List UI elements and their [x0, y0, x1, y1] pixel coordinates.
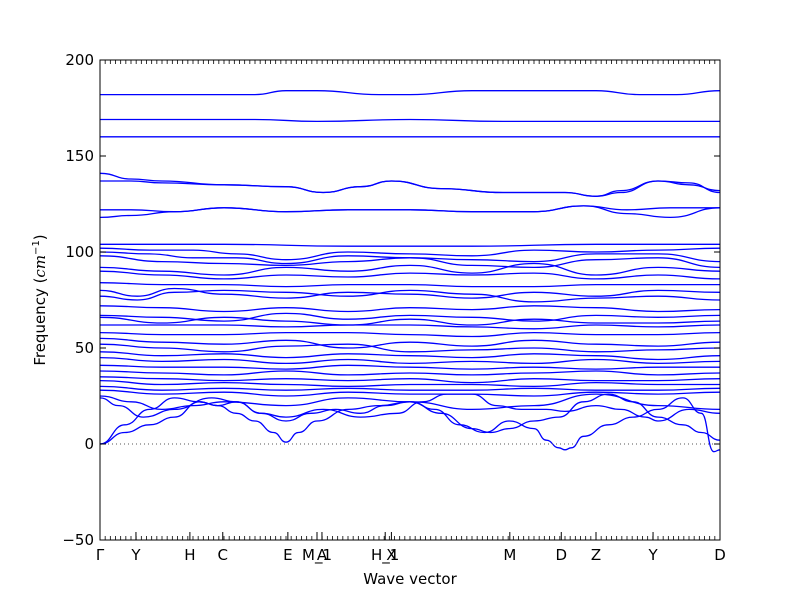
- band-line-19: [99, 316, 721, 326]
- y-axis-label: Frequency (cm−1): [31, 234, 49, 365]
- band-line-22: [99, 337, 721, 349]
- band-line-33: [99, 393, 721, 422]
- y-tick-label: 100: [65, 243, 94, 261]
- x-tick-label: Z: [591, 546, 601, 564]
- plot-area: [100, 60, 720, 540]
- x-tick-label: D: [555, 546, 567, 564]
- band-line-32: [99, 393, 721, 411]
- y-tick-label: −50: [62, 531, 94, 549]
- band-line-27: [99, 370, 721, 376]
- x-tick-label: Γ: [96, 546, 105, 564]
- plot-frame: [99, 59, 721, 541]
- x-axis-ticks: Γ Y H C E M_1A H_1X M D Z Y D: [96, 60, 726, 565]
- x-tick-label: X: [386, 546, 396, 564]
- x-tick-label: A: [317, 546, 328, 564]
- x-tick-label: C: [218, 546, 228, 564]
- y-tick-label: 200: [65, 51, 94, 69]
- band-line-12: [99, 262, 721, 276]
- y-tick-label: 50: [75, 339, 94, 357]
- band-line-23: [99, 343, 721, 353]
- x-axis-label: Wave vector: [363, 570, 457, 588]
- y-axis-label-close: ): [31, 234, 49, 240]
- x-tick-label: M_1: [302, 546, 332, 565]
- band-line-15: [99, 287, 721, 299]
- band-line-29: [99, 379, 720, 388]
- y-axis-label-unit: cm: [31, 255, 49, 278]
- band-line-5: [99, 180, 721, 197]
- band-line-24: [99, 351, 721, 361]
- y-tick-label: 150: [65, 147, 94, 165]
- x-tick-label: E: [283, 546, 292, 564]
- band-line-14: [99, 282, 720, 288]
- band-line-20: [99, 324, 721, 330]
- x-tick-label: D: [714, 546, 726, 564]
- band-line-17: [99, 305, 721, 313]
- band-line-30: [99, 385, 721, 391]
- band-line-7: [99, 205, 721, 219]
- band-line-25: [99, 356, 721, 365]
- band-line-11: [99, 255, 721, 269]
- band-line-18: [99, 312, 721, 322]
- bands-layer: [99, 90, 721, 453]
- band-line-31: [99, 389, 721, 397]
- band-line-8: [100, 243, 720, 247]
- band-line-21: [99, 331, 721, 338]
- band-line-26: [99, 364, 720, 370]
- band-line-2: [100, 118, 720, 123]
- x-tick-label: M: [503, 546, 516, 564]
- y-axis-ticks: −50 0 50 100 150 200: [62, 51, 720, 549]
- y-axis-label-exponent: −1: [31, 240, 42, 255]
- x-tick-label: Y: [647, 546, 658, 564]
- x-tick-label: H_1: [371, 546, 399, 565]
- y-axis-label-main: Frequency (: [31, 278, 49, 366]
- band-line-28: [99, 376, 721, 384]
- band-line-10: [99, 251, 721, 265]
- x-tick-label: H: [184, 546, 195, 564]
- band-line-16: [99, 289, 721, 303]
- band-line-13: [99, 270, 721, 280]
- band-line-35: [99, 397, 721, 453]
- y-tick-label: 0: [84, 435, 94, 453]
- x-tick-label: Y: [130, 546, 141, 564]
- band-line-1: [99, 90, 721, 96]
- band-line-9: [99, 247, 721, 261]
